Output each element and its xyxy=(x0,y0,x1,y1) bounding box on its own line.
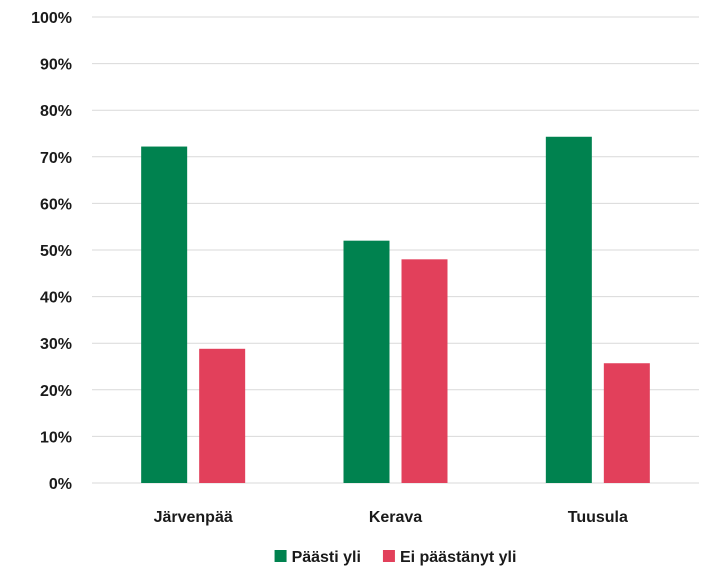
bar-paasti-yli-2 xyxy=(545,136,592,483)
legend: Päästi yli Ei päästänyt yli xyxy=(274,549,517,566)
x-axis-category-labels: Järvenpää Kerava Tuusula xyxy=(154,509,628,526)
x-category-label: Tuusula xyxy=(568,509,628,526)
y-tick-label: 90% xyxy=(40,57,72,74)
bar-paasti-yli-0 xyxy=(141,146,188,483)
x-category-label: Järvenpää xyxy=(154,509,233,526)
y-axis-tick-labels: 0% 10% 20% 30% 40% 50% 60% 70% 80% 90% 100% xyxy=(31,10,72,493)
gridlines xyxy=(92,16,699,484)
y-tick-label: 20% xyxy=(40,383,72,400)
bars xyxy=(141,136,650,483)
legend-item: Ei päästänyt yli xyxy=(382,549,517,566)
y-tick-label: 80% xyxy=(40,103,72,120)
legend-swatch xyxy=(274,550,287,562)
legend-item: Päästi yli xyxy=(274,549,361,566)
y-tick-label: 70% xyxy=(40,150,72,167)
legend-swatch xyxy=(382,550,395,562)
legend-label: Päästi yli xyxy=(292,549,361,566)
bar-ei-paastanyt-yli-2 xyxy=(603,363,650,483)
y-tick-label: 10% xyxy=(40,429,72,446)
legend-label: Ei päästänyt yli xyxy=(400,549,517,566)
y-tick-label: 50% xyxy=(40,243,72,260)
y-tick-label: 100% xyxy=(31,10,72,27)
x-category-label: Kerava xyxy=(369,509,422,526)
y-tick-label: 60% xyxy=(40,196,72,213)
y-tick-label: 40% xyxy=(40,290,72,307)
bar-ei-paastanyt-yli-0 xyxy=(199,348,246,483)
y-tick-label: 30% xyxy=(40,336,72,353)
bar-ei-paastanyt-yli-1 xyxy=(401,259,448,483)
y-tick-label: 0% xyxy=(49,476,72,493)
bar-paasti-yli-1 xyxy=(343,240,390,483)
